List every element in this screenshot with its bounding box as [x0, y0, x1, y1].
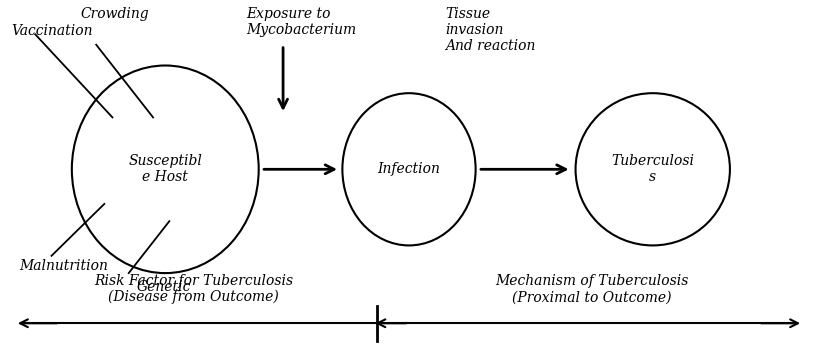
- Text: Mechanism of Tuberculosis
(Proximal to Outcome): Mechanism of Tuberculosis (Proximal to O…: [495, 274, 689, 304]
- Text: Risk Factor for Tuberculosis
(Disease from Outcome): Risk Factor for Tuberculosis (Disease fr…: [94, 274, 294, 304]
- Text: Exposure to
Mycobacterium: Exposure to Mycobacterium: [246, 7, 357, 37]
- Text: Infection: Infection: [378, 162, 440, 176]
- Text: Tuberculosi
s: Tuberculosi s: [611, 154, 694, 184]
- Text: Genetic: Genetic: [137, 280, 191, 294]
- Text: Malnutrition: Malnutrition: [19, 259, 108, 273]
- Text: Vaccination: Vaccination: [11, 24, 92, 38]
- Text: Tissue
invasion
And reaction: Tissue invasion And reaction: [446, 7, 536, 53]
- Text: Susceptibl
e Host: Susceptibl e Host: [128, 154, 202, 184]
- Text: Crowding: Crowding: [80, 7, 149, 20]
